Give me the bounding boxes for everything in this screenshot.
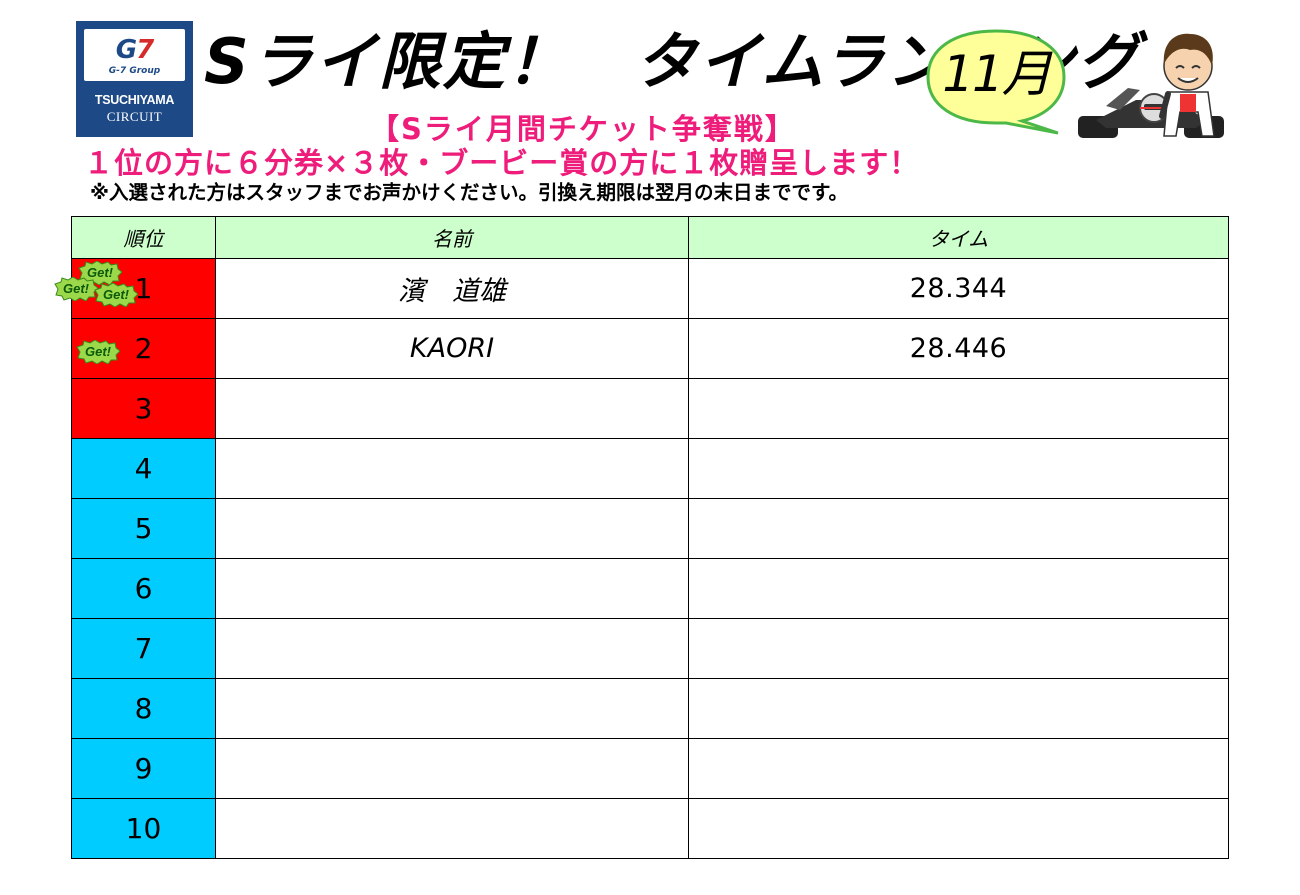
tsuchiyama-circuit-logo: G7 G-7 Group TSUCHIYAMA CIRCUIT (76, 21, 193, 137)
speech-bubble-icon (926, 29, 1066, 135)
rank-cell: 8 (71, 678, 216, 739)
get-badge-icon: Get! (78, 261, 122, 285)
time-cell: 28.344 (688, 258, 1229, 319)
rank-cell: 7 (71, 618, 216, 679)
table-row: Get! Get! Get! 1 濱 道雄 28.344 (54, 258, 1229, 319)
rank-cell: Get! Get! Get! 1 (54, 258, 216, 319)
page-title: Sライ限定！ タイムランキング (204, 25, 1141, 98)
logo-brand: G7 (115, 35, 154, 65)
rank-cell: 5 (71, 498, 216, 559)
name-cell (215, 618, 689, 679)
logo-emblem: G7 G-7 Group (84, 29, 185, 81)
rank-cell: 9 (71, 738, 216, 799)
kart-driver-mascot-icon (1076, 24, 1226, 144)
time-cell (688, 678, 1229, 739)
logo-brand-seven: 7 (136, 35, 154, 65)
header-time: タイム (688, 216, 1229, 259)
rank-cell: Get! 2 (71, 318, 216, 379)
table-row: Get! 2 KAORI 28.446 (71, 318, 1229, 379)
time-cell: 28.446 (688, 318, 1229, 379)
time-cell (688, 498, 1229, 559)
time-cell (688, 438, 1229, 499)
table-row: 6 (71, 558, 1229, 619)
rank-cell: 3 (71, 378, 216, 439)
prize-text: １位の方に６分券×３枚・ブービー賞の方に１枚贈呈します！ (84, 146, 920, 180)
table-row: 8 (71, 678, 1229, 739)
time-cell (688, 738, 1229, 799)
get-badge-icon: Get! (94, 283, 138, 307)
name-cell (215, 498, 689, 559)
table-row: 9 (71, 738, 1229, 799)
table-row: 10 (71, 798, 1229, 859)
get-badge-icon: Get! (54, 277, 98, 301)
name-cell (215, 558, 689, 619)
table-row: 4 (71, 438, 1229, 499)
name-cell (215, 438, 689, 499)
note-text: ※入選された方はスタッフまでお声かけください。引換え期限は翌月の末日までです。 (90, 181, 849, 204)
month-label: 11月 (942, 45, 1052, 103)
table-row: 3 (71, 378, 1229, 439)
header-name: 名前 (215, 216, 689, 259)
name-cell (215, 798, 689, 859)
rank-cell: 10 (71, 798, 216, 859)
name-cell (215, 738, 689, 799)
logo-sub: CIRCUIT (106, 109, 163, 124)
campaign-subtitle: 【Sライ月間チケット争奪戦】 (370, 112, 796, 146)
rank-cell: 4 (71, 438, 216, 499)
logo-name: TSUCHIYAMA (94, 93, 175, 107)
get-badge-icon: Get! (76, 340, 120, 364)
table-row: 5 (71, 498, 1229, 559)
name-cell: 濱 道雄 (215, 258, 689, 319)
table-row: 7 (71, 618, 1229, 679)
rank-number: 2 (134, 332, 153, 365)
header-rank: 順位 (71, 216, 216, 259)
rank-number: 1 (134, 272, 153, 305)
time-cell (688, 798, 1229, 859)
logo-group-text: G-7 Group (108, 66, 161, 76)
time-cell (688, 558, 1229, 619)
ranking-table: 順位 名前 タイム Get! Get! Get! 1 (54, 216, 1229, 859)
name-cell (215, 378, 689, 439)
table-header-row: 順位 名前 タイム (71, 216, 1229, 259)
time-cell (688, 618, 1229, 679)
name-cell: KAORI (215, 318, 689, 379)
month-bubble: 11月 (922, 27, 1070, 135)
time-cell (688, 378, 1229, 439)
rank-cell: 6 (71, 558, 216, 619)
name-cell (215, 678, 689, 739)
